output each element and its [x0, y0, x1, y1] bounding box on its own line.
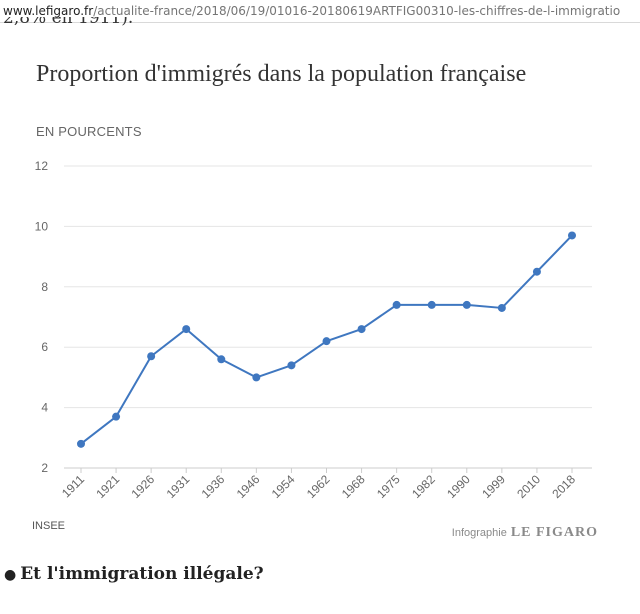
data-point [357, 325, 366, 334]
data-point [217, 355, 226, 364]
data-point [287, 361, 296, 370]
x-tick-label: 1911 [59, 472, 87, 500]
data-point [182, 325, 191, 334]
data-point [462, 300, 471, 309]
y-tick-label: 10 [35, 219, 49, 233]
x-tick-label: 2010 [514, 472, 543, 501]
section-heading-text: Et l'immigration illégale? [20, 564, 264, 584]
data-point [112, 412, 121, 421]
infographic-credit: Infographie LE FIGARO [452, 523, 598, 541]
source-label: INSEE [32, 520, 66, 532]
data-point [147, 352, 156, 361]
x-tick-label: 1931 [164, 472, 193, 501]
credit-prefix: Infographie [451, 527, 507, 539]
data-point [392, 300, 401, 309]
bullet-icon: ● [4, 567, 17, 583]
x-tick-label: 1975 [374, 472, 403, 501]
y-tick-label: 6 [41, 340, 48, 354]
url-path: /actualite-france/2018/06/19/01016-20180… [93, 4, 621, 18]
cut-off-text-content: 2,8% en 1911). [3, 17, 134, 28]
y-tick-label: 4 [41, 401, 48, 415]
x-tick-label: 1926 [128, 472, 157, 501]
x-tick-label: 2018 [549, 472, 578, 501]
data-point [77, 439, 85, 448]
chart-title: Proportion d'immigrés dans la population… [36, 61, 527, 87]
y-tick-label: 12 [35, 159, 49, 173]
x-tick-label: 1968 [339, 472, 368, 501]
x-tick-label: 1962 [304, 472, 333, 501]
x-tick-label: 1982 [409, 472, 438, 501]
x-tick-label: 1990 [444, 472, 473, 501]
address-bar[interactable]: www.lefigaro.fr/actualite-france/2018/06… [0, 0, 640, 23]
url-domain: www.lefigaro.fr [3, 4, 94, 18]
le-figaro-logo: LE FIGARO [510, 525, 598, 540]
line-chart: 2 4 6 8 10 12 1911 1921 1926 1931 1936 1946 1954 1962… [35, 159, 592, 501]
x-tick-label: 1946 [234, 472, 263, 501]
data-point [322, 337, 331, 346]
data-point [532, 267, 541, 276]
chart-subtitle: EN POURCENTS [36, 124, 142, 139]
y-tick-label: 2 [41, 461, 48, 475]
data-point [252, 373, 261, 382]
x-tick-label: 1936 [199, 472, 228, 501]
x-tick-label: 1954 [269, 472, 298, 501]
section-heading[interactable]: ● Et l'immigration illégale? [4, 564, 264, 584]
y-tick-label: 8 [41, 280, 48, 294]
data-point [568, 231, 576, 240]
data-point [427, 300, 436, 309]
x-tick-label: 1999 [479, 472, 508, 501]
cut-off-text: 2,8% en 1911). [3, 17, 203, 31]
x-tick-label: 1921 [93, 472, 122, 501]
data-point [497, 303, 506, 312]
